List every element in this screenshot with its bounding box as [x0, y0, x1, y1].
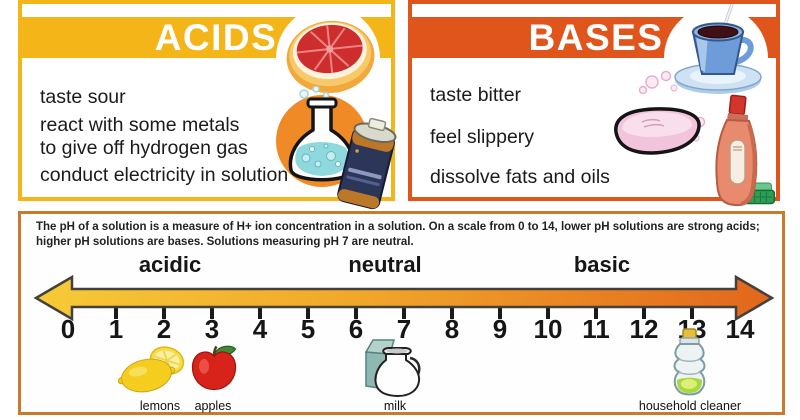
ph-description: The pH of a solution is a measure of H+ … [36, 221, 760, 248]
tick-mark [642, 302, 646, 319]
milk-icon [364, 339, 421, 398]
tick-mark [594, 302, 598, 319]
bases-title: BASES [528, 17, 664, 58]
tick-mark [354, 302, 358, 319]
zone-label-acidic: acidic [138, 252, 202, 277]
ph-number: 7 [396, 314, 412, 344]
ph-number: 1 [108, 314, 124, 344]
acids-item: taste sour [40, 86, 126, 108]
acids-item: conduct electricity in solution [40, 164, 289, 186]
tick-mark [690, 302, 694, 319]
tick-mark [258, 302, 262, 319]
bases-item: taste bitter [430, 84, 522, 106]
example-label: household cleaner [638, 399, 742, 413]
cleaner-bottle-icon [715, 94, 758, 207]
tick-mark [450, 302, 454, 319]
zone-label-neutral: neutral [348, 252, 422, 277]
example-label: apples [194, 399, 232, 413]
battery-icon [337, 117, 397, 210]
bases-item: dissolve fats and oils [430, 166, 610, 188]
tick-mark [498, 302, 502, 319]
tick-mark [546, 302, 550, 319]
tick-mark [210, 302, 214, 319]
soap-icon [614, 70, 706, 155]
ph-number: 10 [533, 314, 563, 344]
tick-mark [402, 302, 406, 319]
apples-icon [191, 345, 237, 391]
ph-number: 14 [725, 314, 755, 344]
tick-mark [162, 302, 166, 319]
lemons-icon [118, 346, 185, 393]
ph-scale-arrow [33, 275, 775, 321]
example-label: milk [383, 399, 407, 413]
household-cleaner-icon [673, 328, 706, 396]
bases-card: BASES taste bitter feel slippery dissolv… [408, 0, 780, 201]
ph-number: 8 [444, 314, 460, 344]
bases-item: feel slippery [430, 126, 535, 148]
ph-number: 11 [582, 314, 610, 344]
ph-number: 5 [300, 314, 316, 344]
ph-number: 6 [348, 314, 364, 344]
tick-mark [306, 302, 310, 319]
teacup-icon [674, 4, 762, 94]
ph-number: 9 [492, 314, 508, 344]
ph-number: 3 [204, 314, 220, 344]
acids-card: ACIDS taste sour react with some metals … [18, 0, 395, 201]
ph-number: 0 [60, 314, 76, 344]
grapefruit-icon [286, 20, 375, 94]
acids-title: ACIDS [154, 17, 278, 58]
acids-item: react with some metals to give off hydro… [40, 114, 248, 159]
ph-number: 12 [629, 314, 659, 344]
ph-number: 2 [156, 314, 172, 344]
tick-mark [114, 302, 118, 319]
example-label: lemons [139, 399, 181, 413]
ph-number: 4 [252, 314, 268, 344]
zone-label-basic: basic [573, 252, 631, 277]
